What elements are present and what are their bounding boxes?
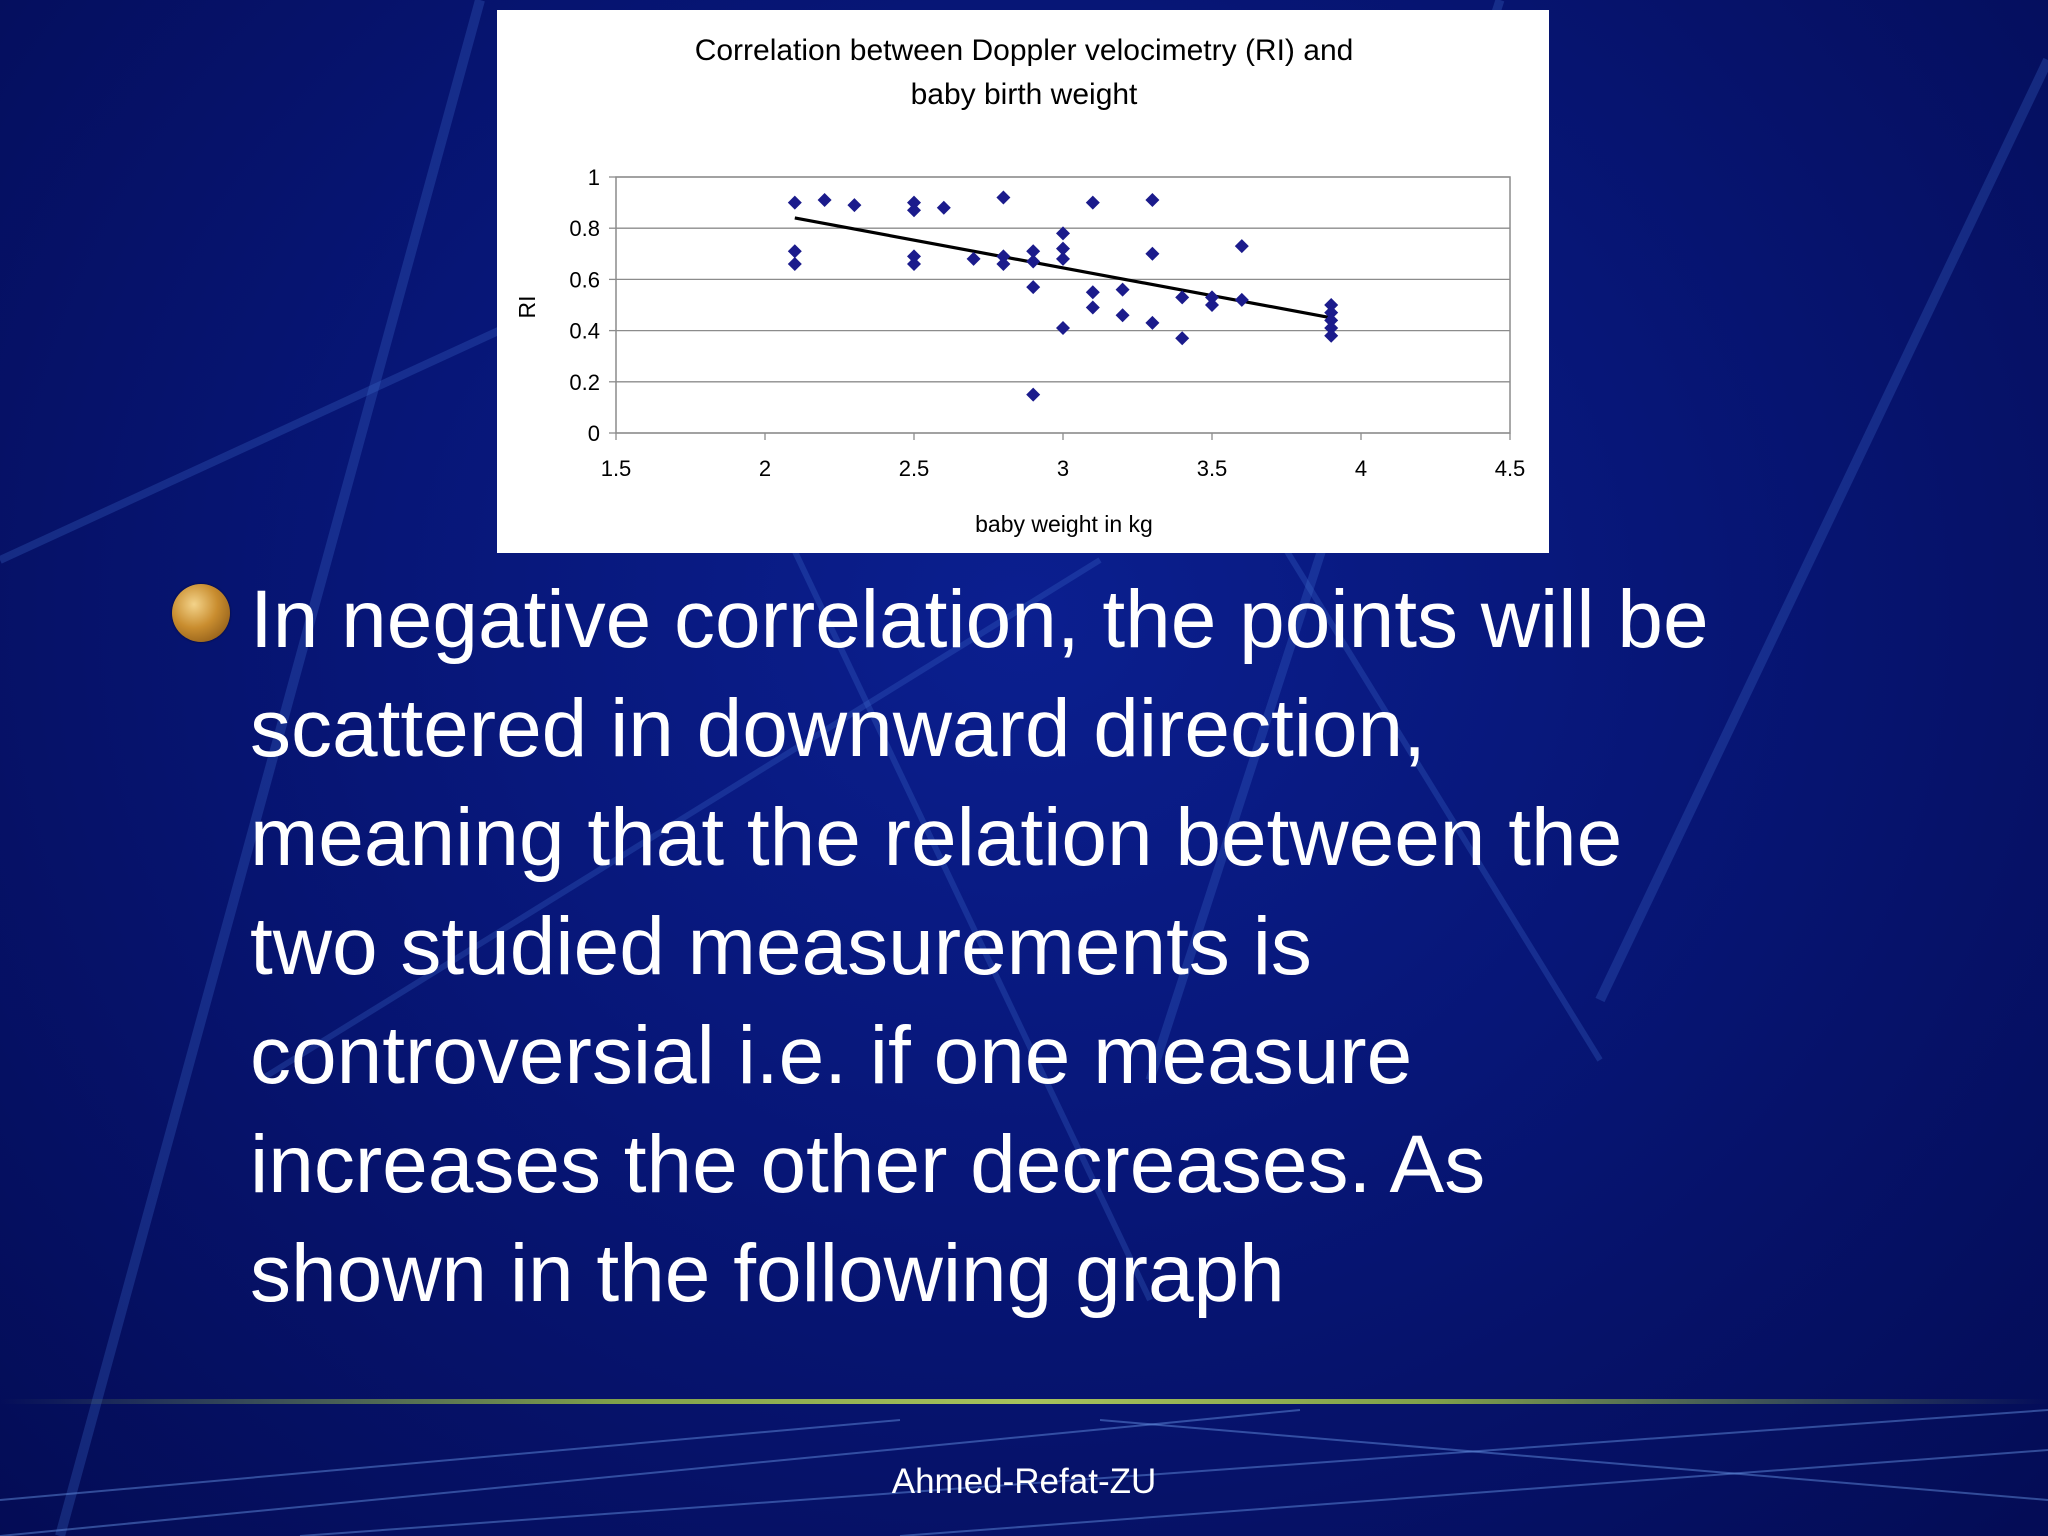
data-point: [996, 190, 1011, 205]
data-point: [1205, 298, 1219, 312]
data-point: [1056, 251, 1070, 266]
data-point: [907, 203, 921, 218]
y-tick-label: 0.2: [569, 370, 600, 395]
data-point: [996, 257, 1011, 272]
y-tick-label: 0.4: [569, 319, 600, 344]
plot-area-frame: [615, 176, 1511, 434]
data-point: [1324, 298, 1339, 312]
data-point: [1056, 226, 1070, 241]
axes: 0 0.2 0.4 0.6 0.8 1 1.5 2 2.5 3 3.5 4 4.5: [569, 165, 1525, 481]
data-point: [1085, 285, 1100, 300]
data-point: [1234, 292, 1249, 307]
y-tick-label: 0.8: [569, 216, 600, 241]
bullet-icon: [172, 584, 230, 642]
gridlines: [616, 176, 1510, 434]
data-point: [1175, 290, 1190, 305]
data-points: [787, 190, 1339, 402]
data-point: [1056, 321, 1070, 336]
data-point: [1085, 300, 1100, 315]
data-point: [1026, 244, 1041, 259]
data-point: [1026, 254, 1041, 269]
data-point: [787, 257, 802, 272]
footer-divider: [0, 1399, 2048, 1404]
data-point: [1205, 290, 1219, 305]
data-point: [1324, 313, 1339, 328]
y-tick-label: 0.6: [569, 267, 600, 292]
data-point: [817, 193, 832, 208]
data-point: [1145, 315, 1160, 330]
data-point: [966, 251, 981, 266]
data-point: [936, 200, 951, 215]
chart-title-line-2: baby birth weight: [911, 78, 1138, 111]
data-point: [907, 257, 921, 272]
y-axis-label: RI: [514, 296, 540, 319]
data-point: [1324, 321, 1339, 336]
data-point: [996, 249, 1011, 264]
data-point: [1056, 241, 1070, 256]
footer-credit: Ahmed-Refat-ZU: [891, 1462, 1157, 1501]
data-point: [1145, 246, 1160, 261]
data-point: [1085, 195, 1100, 210]
data-point: [1026, 280, 1041, 295]
x-tick-label: 1.5: [601, 456, 632, 481]
data-point: [1026, 387, 1041, 402]
y-tick-label: 1: [588, 165, 600, 190]
data-point: [1145, 193, 1160, 208]
chart-title-line-1: Correlation between Doppler velocimetry …: [695, 34, 1354, 67]
data-point: [1234, 239, 1249, 254]
data-point: [787, 195, 802, 210]
data-point: [1115, 308, 1130, 323]
x-tick-label: 4.5: [1495, 456, 1526, 481]
x-tick-label: 3: [1057, 456, 1069, 481]
data-point: [787, 244, 802, 259]
data-point: [1324, 305, 1339, 320]
x-axis-label: baby weight in kg: [975, 511, 1153, 537]
bullet-text: In negative correlation, the points will…: [250, 574, 1709, 1319]
x-tick-label: 2.5: [899, 456, 930, 481]
data-point: [1175, 331, 1190, 346]
x-tick-label: 4: [1355, 456, 1367, 481]
x-tick-label: 3.5: [1197, 456, 1228, 481]
data-point: [1324, 328, 1339, 343]
data-point: [1115, 282, 1130, 297]
y-tick-label: 0: [588, 421, 600, 446]
x-tick-label: 2: [759, 456, 771, 481]
scatter-chart: Correlation between Doppler velocimetry …: [514, 34, 1525, 537]
data-point: [907, 249, 921, 264]
data-point: [907, 195, 921, 210]
data-point: [847, 198, 862, 213]
chart-panel: Correlation between Doppler velocimetry …: [497, 10, 1549, 553]
